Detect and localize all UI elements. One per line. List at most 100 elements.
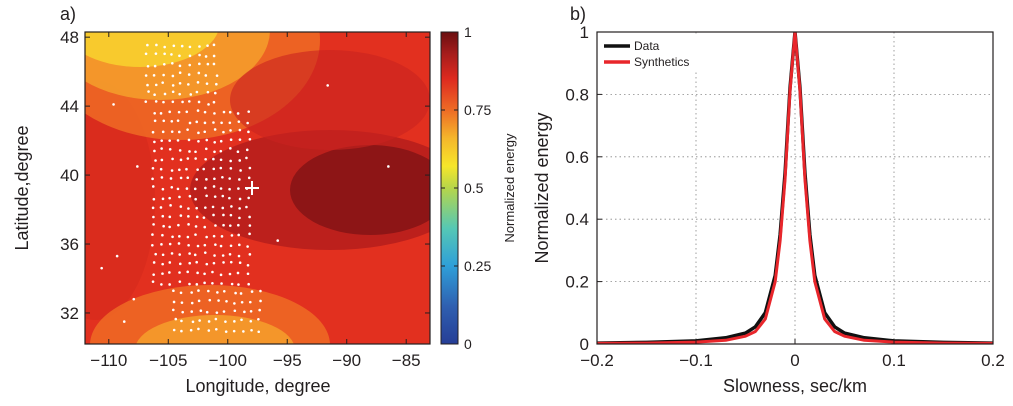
station-dot — [237, 283, 240, 286]
station-dot — [190, 291, 193, 294]
station-dot — [246, 264, 250, 267]
station-dot — [159, 206, 163, 209]
station-dot — [238, 128, 242, 132]
station-dot — [178, 168, 181, 172]
line-plot-area — [597, 32, 993, 344]
station-dot — [194, 225, 198, 228]
station-dot — [152, 273, 155, 276]
station-dot — [225, 299, 228, 303]
station-dot — [162, 100, 165, 104]
station-dot — [171, 308, 175, 312]
station-dot — [237, 254, 241, 258]
station-dot — [168, 225, 171, 229]
station-dot — [177, 223, 180, 227]
station-dot — [188, 54, 192, 58]
station-dot — [185, 167, 188, 171]
station-dot — [215, 74, 219, 77]
station-dot — [168, 271, 171, 274]
station-dot — [187, 215, 190, 218]
station-dot — [233, 302, 236, 305]
station-dot — [187, 83, 190, 86]
station-dot — [238, 178, 241, 181]
station-dot — [213, 128, 217, 131]
station-dot — [247, 110, 251, 113]
station-dot — [257, 330, 261, 334]
x-tick-label: −0.1 — [679, 351, 713, 370]
station-dot — [198, 45, 201, 48]
station-dot — [160, 243, 163, 246]
station-dot — [151, 177, 154, 181]
station-dot — [171, 62, 174, 65]
station-dot — [155, 43, 158, 47]
station-dot — [151, 185, 155, 188]
station-dot — [171, 74, 175, 78]
station-dot — [214, 327, 218, 331]
station-dot — [160, 158, 164, 162]
station-dot — [178, 280, 182, 283]
x-tick-label: −95 — [273, 351, 302, 370]
station-markers — [100, 43, 390, 334]
station-dot — [194, 150, 197, 154]
station-dot — [204, 74, 208, 77]
station-dot — [188, 150, 191, 153]
station-dot — [151, 280, 155, 283]
station-dot — [170, 53, 173, 56]
station-dot — [229, 129, 232, 132]
station-dot — [204, 147, 208, 151]
station-dot — [162, 224, 165, 228]
station-dot — [190, 310, 194, 313]
station-dot — [168, 196, 171, 200]
colorbar-tick-label: 1 — [464, 24, 472, 40]
station-dot — [248, 232, 251, 236]
line-series — [597, 32, 993, 344]
station-dot — [228, 121, 232, 125]
x-tick-label: 0.1 — [882, 351, 906, 370]
station-dot — [238, 243, 241, 247]
station-dot — [205, 194, 208, 198]
station-dot — [213, 195, 217, 198]
station-dot — [212, 167, 216, 171]
station-dot — [197, 327, 200, 331]
station-dot — [196, 168, 199, 171]
station-dot — [179, 214, 183, 217]
station-dot — [174, 317, 178, 321]
station-dot — [237, 187, 240, 190]
station-dot — [230, 282, 234, 286]
station-dot — [205, 310, 209, 314]
station-dot — [248, 300, 252, 304]
station-dot — [188, 194, 192, 198]
station-dot — [160, 139, 163, 142]
station-dot — [172, 300, 176, 304]
station-dot — [212, 213, 215, 217]
station-dot — [161, 272, 164, 275]
station-dot — [214, 224, 217, 227]
station-dot — [181, 310, 184, 314]
station-dot — [237, 120, 241, 123]
station-dot — [178, 54, 181, 58]
station-dot — [144, 52, 148, 56]
station-dot — [232, 329, 236, 333]
station-dot — [151, 130, 155, 134]
station-dot — [238, 159, 242, 162]
station-dot — [195, 260, 198, 264]
y-tick-label: 0 — [580, 335, 589, 354]
legend-label-synthetics: Synthetics — [634, 55, 689, 69]
station-dot — [246, 121, 249, 125]
station-dot — [216, 291, 219, 294]
colorbar-tick-label: 0.75 — [464, 102, 491, 118]
station-dot — [206, 44, 209, 47]
station-dot — [187, 243, 190, 247]
station-dot — [229, 138, 233, 142]
station-dot — [176, 119, 180, 122]
station-dot — [181, 100, 184, 104]
station-dot — [171, 235, 174, 239]
station-dot — [237, 233, 240, 237]
station-dot — [259, 299, 262, 303]
station-dot — [161, 214, 165, 218]
station-dot — [229, 159, 232, 163]
station-dot — [176, 139, 180, 142]
station-dot — [160, 176, 164, 179]
station-dot — [224, 330, 228, 333]
station-dot — [176, 187, 180, 191]
station-dot — [219, 244, 223, 248]
